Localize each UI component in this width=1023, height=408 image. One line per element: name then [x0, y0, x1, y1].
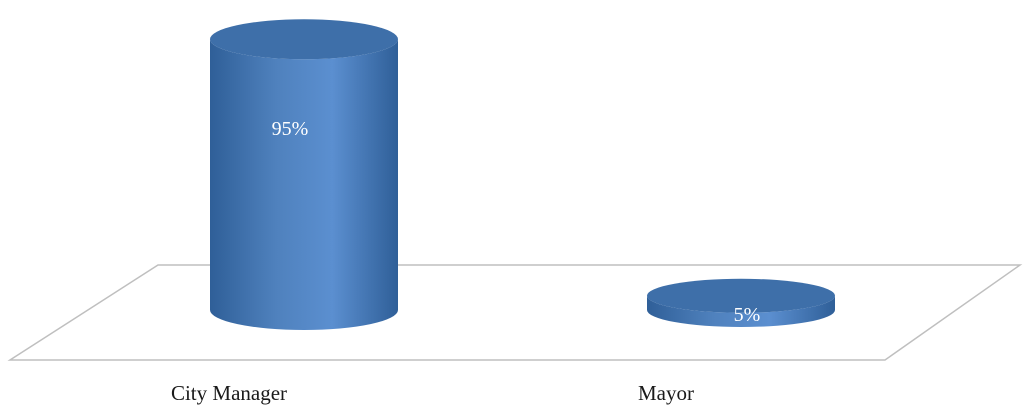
- category-label-mayor: Mayor: [638, 381, 694, 405]
- chart-floor: [7, 264, 1023, 361]
- bar-mayor-top: [647, 278, 835, 313]
- bar-mayor-body: [647, 295, 835, 327]
- category-label-city-manager: City Manager: [171, 381, 287, 405]
- bar-city-manager-body: [210, 39, 398, 330]
- bar-city-manager-top: [210, 19, 398, 60]
- bars-group: [210, 19, 835, 330]
- data-label-mayor: 5%: [734, 304, 761, 326]
- data-label-city-manager: 95%: [272, 118, 309, 140]
